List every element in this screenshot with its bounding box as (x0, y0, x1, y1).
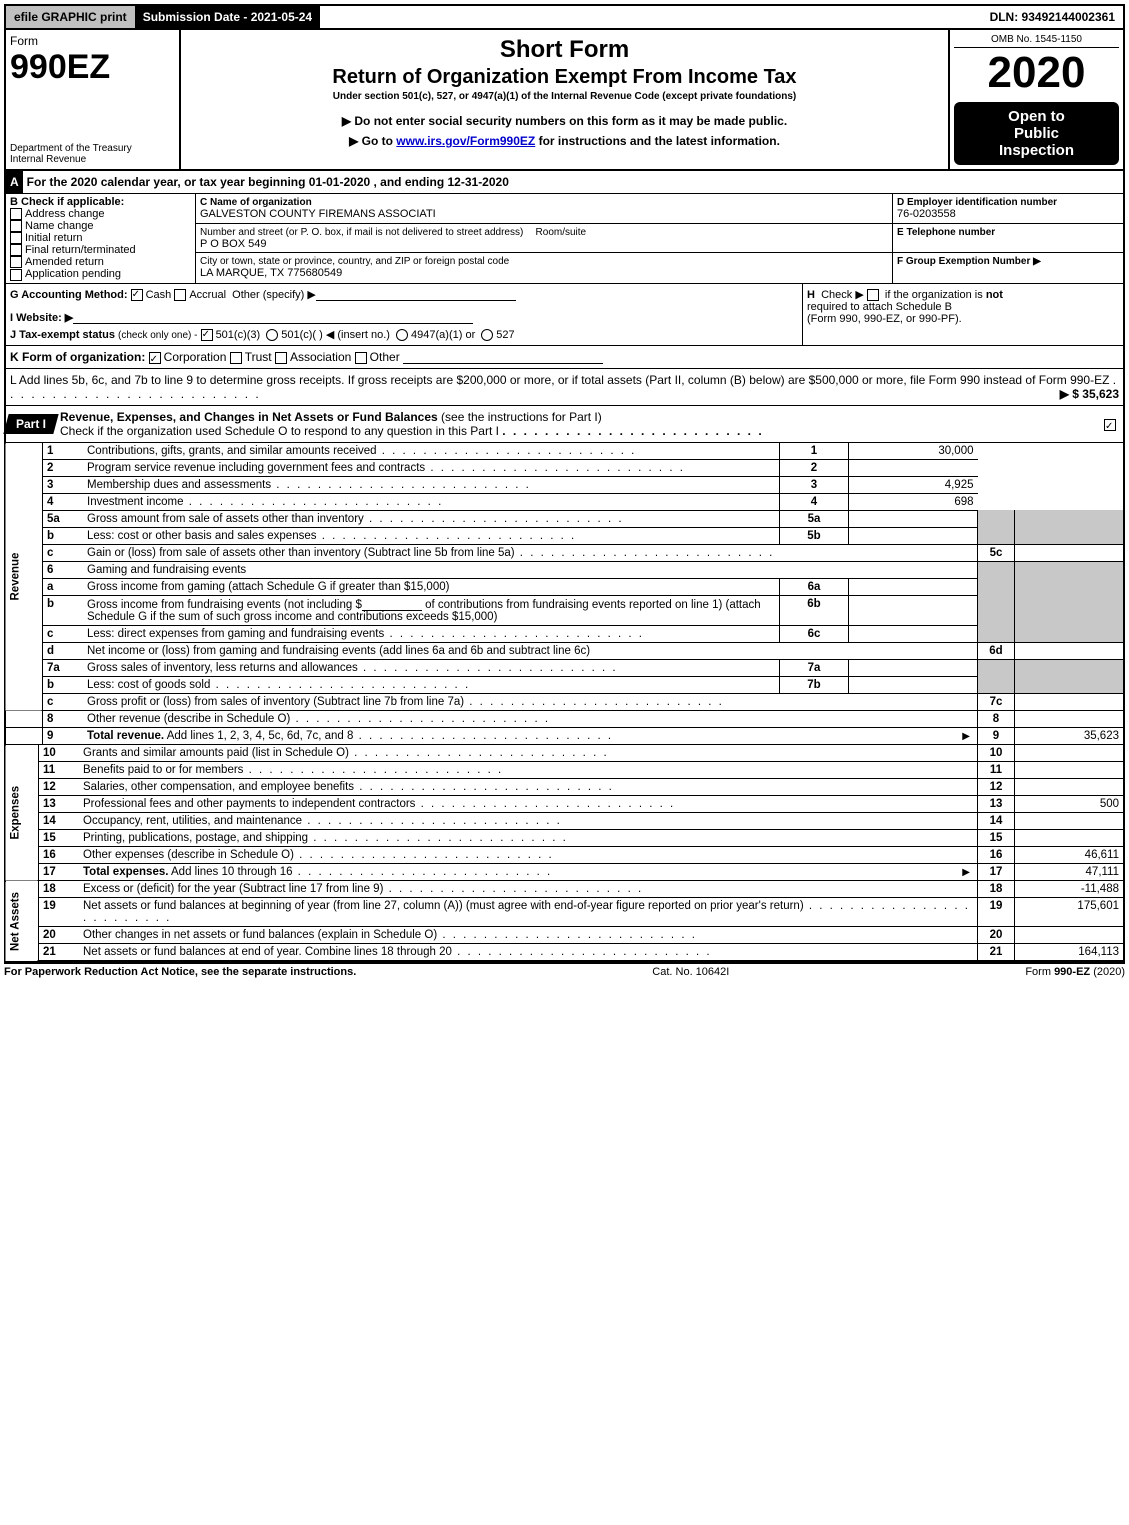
line-7c-amount (1015, 693, 1125, 710)
gross-receipts: ▶ $ 35,623 (1060, 387, 1119, 401)
omb-number: OMB No. 1545-1150 (954, 34, 1119, 48)
irs-link[interactable]: www.irs.gov/Form990EZ (396, 134, 535, 148)
checkbox-name-change[interactable] (10, 220, 22, 232)
checkbox-corporation[interactable] (149, 352, 161, 364)
section-subtitle: Under section 501(c), 527, or 4947(a)(1)… (185, 91, 944, 102)
dept-treasury: Department of the Treasury (10, 143, 175, 154)
ssn-warning: ▶ Do not enter social security numbers o… (185, 114, 944, 128)
radio-527[interactable] (481, 329, 493, 341)
section-i: I Website: ▶ (10, 311, 798, 324)
line-19-amount: 175,601 (1015, 897, 1125, 926)
other-org-input[interactable] (403, 351, 603, 364)
part-1-header: Part I Revenue, Expenses, and Changes in… (4, 406, 1125, 443)
line-15-amount (1015, 829, 1125, 846)
line-18-amount: -11,488 (1015, 881, 1125, 898)
city-label: City or town, state or province, country… (200, 256, 509, 267)
checkbox-cash[interactable] (131, 289, 143, 301)
return-title: Return of Organization Exempt From Incom… (185, 66, 944, 89)
line-1-amount: 30,000 (849, 443, 978, 460)
line-16-amount: 46,611 (1015, 846, 1125, 863)
checkbox-schedule-o[interactable] (1104, 419, 1116, 431)
section-c-label: C Name of organization (200, 197, 312, 208)
section-ghij: G Accounting Method: Cash Accrual Other … (4, 284, 1125, 346)
line-20-amount (1015, 926, 1125, 943)
radio-4947[interactable] (396, 329, 408, 341)
line-21-amount: 164,113 (1015, 943, 1125, 961)
revenue-section-label: Revenue (5, 443, 43, 711)
revenue-table: Revenue 1Contributions, gifts, grants, a… (4, 443, 1125, 745)
net-assets-table: Net Assets 18Excess or (deficit) for the… (4, 881, 1125, 962)
line-9-amount: 35,623 (1015, 727, 1125, 744)
checkbox-accrual[interactable] (174, 289, 186, 301)
expenses-section-label: Expenses (5, 745, 39, 881)
line-4-amount: 698 (849, 493, 978, 510)
line-13-amount: 500 (1015, 795, 1125, 812)
street-value: P O BOX 549 (200, 238, 266, 250)
ein-value: 76-0203558 (897, 208, 956, 220)
checkbox-amended-return[interactable] (10, 256, 22, 268)
section-k: K Form of organization: Corporation Trus… (4, 346, 1125, 369)
line-8-amount (1015, 710, 1125, 727)
checkbox-initial-return[interactable] (10, 232, 22, 244)
street-label: Number and street (or P. O. box, if mail… (200, 227, 523, 238)
form-footer-label: Form 990-EZ (2020) (1025, 966, 1125, 978)
line-11-amount (1015, 761, 1125, 778)
room-label: Room/suite (536, 227, 587, 238)
form-word: Form (10, 34, 175, 48)
form-number: 990EZ (10, 48, 175, 87)
efile-print-button[interactable]: efile GRAPHIC print (6, 6, 135, 28)
section-j: J Tax-exempt status (check only one) - 5… (10, 328, 798, 341)
expenses-table: Expenses 10Grants and similar amounts pa… (4, 745, 1125, 881)
catalog-number: Cat. No. 10642I (652, 966, 729, 978)
checkbox-other-org[interactable] (355, 352, 367, 364)
checkbox-address-change[interactable] (10, 208, 22, 220)
section-bcdef: B Check if applicable: Address change Na… (4, 194, 1125, 284)
form-header: Form 990EZ Department of the Treasury In… (4, 30, 1125, 171)
line-2-amount (849, 459, 978, 476)
checkbox-501c3[interactable] (201, 329, 213, 341)
tax-year: 2020 (954, 48, 1119, 98)
irs-label: Internal Revenue (10, 154, 175, 165)
section-e-label: E Telephone number (897, 227, 995, 238)
org-name: GALVESTON COUNTY FIREMANS ASSOCIATI (200, 208, 436, 220)
section-f-label: F Group Exemption Number ▶ (897, 256, 1041, 267)
section-h: H Check ▶ if the organization is not req… (803, 284, 1123, 345)
city-value: LA MARQUE, TX 775680549 (200, 267, 342, 279)
line-6d-amount (1015, 642, 1125, 659)
section-l: L Add lines 5b, 6c, and 7b to line 9 to … (4, 369, 1125, 406)
other-method-input[interactable] (316, 288, 516, 301)
schedule-o-check-text: Check if the organization used Schedule … (60, 424, 499, 438)
line-10-amount (1015, 745, 1125, 762)
line-12-amount (1015, 778, 1125, 795)
checkbox-final-return[interactable] (10, 244, 22, 256)
checkbox-schedule-b[interactable] (867, 289, 879, 301)
line-14-amount (1015, 812, 1125, 829)
submission-date: Submission Date - 2021-05-24 (135, 6, 320, 28)
short-form-title: Short Form (185, 36, 944, 64)
radio-501c[interactable] (266, 329, 278, 341)
instructions-line: ▶ Go to www.irs.gov/Form990EZ for instru… (185, 134, 944, 148)
line-17-amount: 47,111 (1015, 863, 1125, 880)
checkbox-association[interactable] (275, 352, 287, 364)
checkbox-application-pending[interactable] (10, 269, 22, 281)
top-bar: efile GRAPHIC print Submission Date - 20… (4, 4, 1125, 30)
net-assets-section-label: Net Assets (5, 881, 39, 961)
paperwork-notice: For Paperwork Reduction Act Notice, see … (4, 966, 356, 978)
website-input[interactable] (73, 311, 473, 324)
section-g: G Accounting Method: Cash Accrual Other … (10, 288, 798, 301)
open-to-public: Open to Public Inspection (954, 102, 1119, 165)
section-a: A For the 2020 calendar year, or tax yea… (4, 171, 1125, 194)
checkbox-trust[interactable] (230, 352, 242, 364)
section-b-title: B Check if applicable: (10, 196, 124, 208)
line-5c-amount (1015, 544, 1125, 561)
line-3-amount: 4,925 (849, 476, 978, 493)
section-d-label: D Employer identification number (897, 197, 1057, 208)
page-footer: For Paperwork Reduction Act Notice, see … (4, 962, 1125, 978)
dln: DLN: 93492144002361 (982, 6, 1123, 28)
